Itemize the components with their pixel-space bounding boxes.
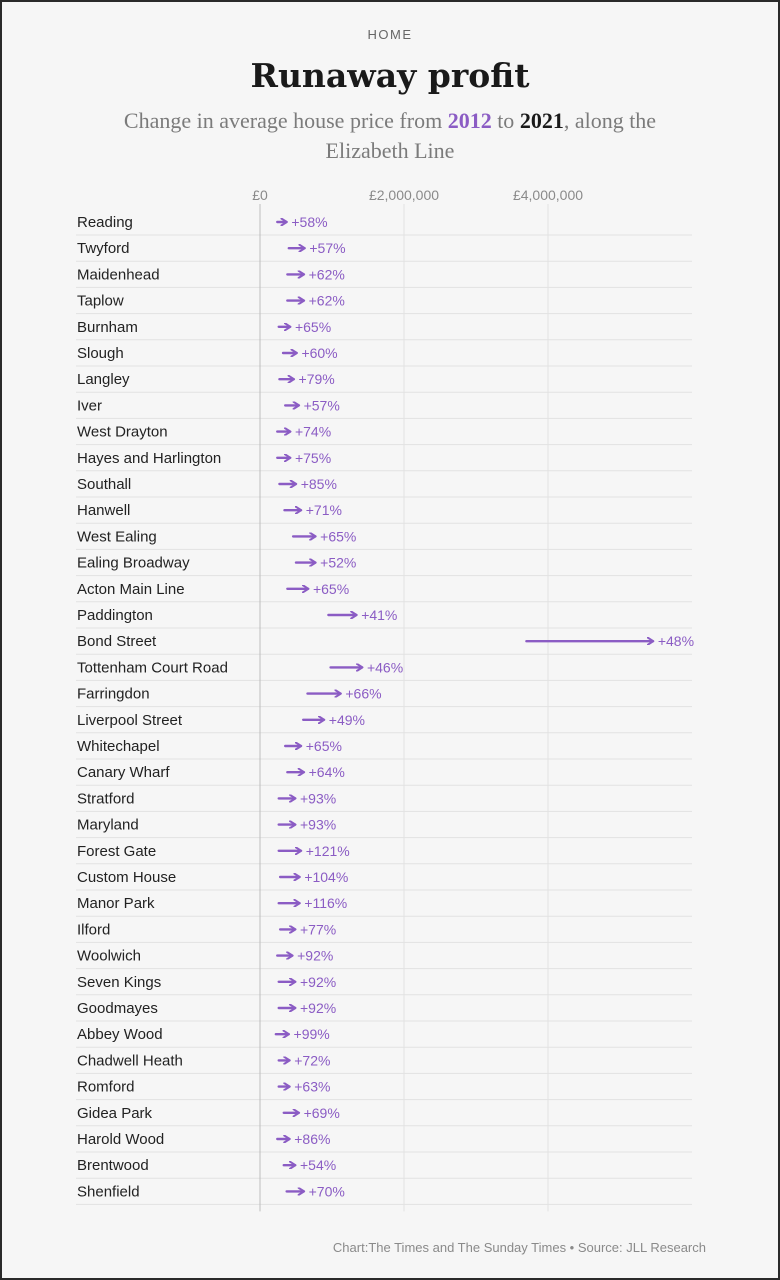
percent-change-label: +54%	[300, 1157, 336, 1173]
station-label: Hayes and Harlington	[77, 450, 221, 467]
percent-change-label: +52%	[320, 555, 356, 571]
percent-change-label: +72%	[294, 1052, 330, 1068]
percent-change-label: +74%	[295, 424, 331, 440]
percent-change-label: +64%	[309, 764, 345, 780]
station-label: Seven Kings	[77, 974, 161, 991]
station-label: West Drayton	[77, 424, 168, 441]
station-label: Maidenhead	[77, 266, 160, 283]
station-label: Abbey Wood	[77, 1026, 163, 1043]
station-label: Brentwood	[77, 1157, 149, 1174]
x-tick-label: £2,000,000	[369, 187, 439, 203]
percent-change-label: +92%	[300, 1000, 336, 1016]
station-label: Liverpool Street	[77, 712, 183, 729]
percent-change-label: +57%	[304, 397, 340, 413]
percent-change-label: +121%	[306, 843, 350, 859]
percent-change-label: +63%	[294, 1079, 330, 1095]
subtitle-text-start: Change in average house price from	[123, 108, 448, 133]
station-label: Twyford	[77, 240, 130, 257]
station-label: Slough	[77, 345, 124, 362]
percent-change-label: +77%	[300, 921, 336, 937]
percent-change-label: +48%	[658, 633, 694, 649]
percent-change-label: +86%	[294, 1131, 330, 1147]
station-label: Romford	[77, 1079, 135, 1096]
x-tick-label: £0	[252, 187, 268, 203]
station-label: Reading	[77, 214, 133, 231]
percent-change-label: +62%	[309, 293, 345, 309]
arrow-chart: £0 £2,000,000 £4,000,000 Reading +58% Twyford…	[76, 187, 694, 1212]
station-label: Ealing Broadway	[77, 555, 190, 572]
station-label: Ilford	[77, 921, 110, 938]
subtitle-text-mid: to	[491, 108, 520, 133]
chart-subtitle: Change in average house price from 2012 …	[90, 106, 690, 166]
station-label: Iver	[77, 397, 102, 414]
percent-change-label: +93%	[300, 790, 336, 806]
station-label: Hanwell	[77, 502, 130, 519]
percent-change-label: +85%	[301, 476, 337, 492]
station-label: Stratford	[77, 790, 135, 807]
station-label: Farringdon	[77, 686, 150, 703]
station-label: Shenfield	[77, 1183, 140, 1200]
percent-change-label: +58%	[291, 214, 327, 230]
station-label: Paddington	[77, 607, 153, 624]
percent-change-label: +93%	[300, 817, 336, 833]
percent-change-label: +104%	[304, 869, 348, 885]
percent-change-label: +70%	[309, 1183, 345, 1199]
station-label: Maryland	[77, 817, 139, 834]
station-label: Harold Wood	[77, 1131, 164, 1148]
station-label: Taplow	[77, 293, 124, 310]
percent-change-label: +71%	[306, 502, 342, 518]
percent-change-label: +41%	[361, 607, 397, 623]
station-label: Forest Gate	[77, 843, 156, 860]
station-label: Langley	[77, 371, 130, 388]
station-label: Whitechapel	[77, 738, 160, 755]
station-label: Burnham	[77, 319, 138, 336]
percent-change-label: +62%	[309, 266, 345, 282]
percent-change-label: +79%	[299, 371, 335, 387]
station-label: Custom House	[77, 869, 176, 886]
section-kicker: HOME	[367, 27, 413, 42]
percent-change-label: +60%	[301, 345, 337, 361]
percent-change-label: +46%	[367, 659, 403, 675]
station-label: Bond Street	[77, 633, 157, 650]
chart-source: Chart:The Times and The Sunday Times • S…	[332, 1240, 706, 1255]
percent-change-label: +75%	[295, 450, 331, 466]
subtitle-year-start: 2012	[447, 108, 492, 133]
station-label: Manor Park	[77, 895, 155, 912]
percent-change-label: +65%	[306, 738, 342, 754]
station-label: Woolwich	[77, 948, 141, 965]
station-label: Acton Main Line	[77, 581, 185, 598]
station-label: Tottenham Court Road	[77, 659, 228, 676]
percent-change-label: +66%	[345, 686, 381, 702]
station-label: Southall	[77, 476, 131, 493]
percent-change-label: +49%	[329, 712, 365, 728]
percent-change-label: +57%	[309, 240, 345, 256]
percent-change-label: +92%	[300, 974, 336, 990]
station-label: Canary Wharf	[77, 764, 170, 781]
percent-change-label: +65%	[313, 581, 349, 597]
percent-change-label: +99%	[294, 1026, 330, 1042]
station-label: Goodmayes	[77, 1000, 158, 1017]
station-label: Gidea Park	[77, 1105, 153, 1122]
station-label: West Ealing	[77, 528, 157, 545]
percent-change-label: +116%	[304, 895, 347, 911]
subtitle-year-end: 2021	[519, 108, 564, 133]
percent-change-label: +65%	[295, 319, 331, 335]
x-tick-label: £4,000,000	[513, 187, 583, 203]
percent-change-label: +65%	[320, 528, 356, 544]
percent-change-label: +92%	[297, 948, 333, 964]
station-label: Chadwell Heath	[77, 1052, 183, 1069]
percent-change-label: +69%	[304, 1105, 340, 1121]
subtitle-text-end: , along the Elizabeth Line	[325, 108, 657, 163]
chart-title: Runaway profit	[250, 56, 530, 95]
